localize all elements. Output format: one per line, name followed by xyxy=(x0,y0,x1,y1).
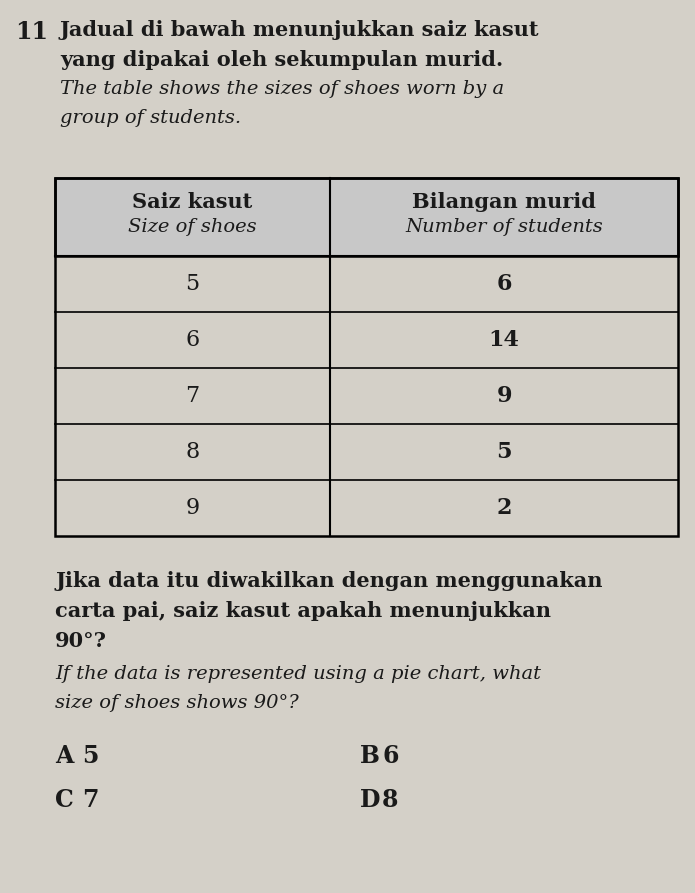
Text: 5: 5 xyxy=(186,273,199,295)
Text: If the data is represented using a pie chart, what: If the data is represented using a pie c… xyxy=(55,665,541,683)
Text: 6: 6 xyxy=(382,744,398,768)
Text: Bilangan murid: Bilangan murid xyxy=(412,192,596,212)
Text: A: A xyxy=(55,744,74,768)
Bar xyxy=(55,178,678,256)
Text: Saiz kasut: Saiz kasut xyxy=(132,192,252,212)
Text: 9: 9 xyxy=(186,497,199,519)
Text: 7: 7 xyxy=(186,385,199,407)
Text: 8: 8 xyxy=(382,788,398,812)
Text: 11: 11 xyxy=(15,20,48,44)
Bar xyxy=(55,178,678,536)
Text: 6: 6 xyxy=(186,329,199,351)
Text: 5: 5 xyxy=(496,441,512,463)
Text: Jika data itu diwakilkan dengan menggunakan: Jika data itu diwakilkan dengan mengguna… xyxy=(55,571,603,591)
Text: D: D xyxy=(360,788,380,812)
Text: The table shows the sizes of shoes worn by a: The table shows the sizes of shoes worn … xyxy=(60,80,504,98)
Text: yang dipakai oleh sekumpulan murid.: yang dipakai oleh sekumpulan murid. xyxy=(60,50,503,70)
Text: 90°?: 90°? xyxy=(55,631,107,651)
Text: Jadual di bawah menunjukkan saiz kasut: Jadual di bawah menunjukkan saiz kasut xyxy=(60,20,539,40)
Text: Number of students: Number of students xyxy=(405,218,603,236)
Text: C: C xyxy=(55,788,74,812)
Text: 7: 7 xyxy=(82,788,99,812)
Text: group of students.: group of students. xyxy=(60,109,241,127)
Text: carta pai, saiz kasut apakah menunjukkan: carta pai, saiz kasut apakah menunjukkan xyxy=(55,601,551,621)
Text: 5: 5 xyxy=(82,744,99,768)
Text: B: B xyxy=(360,744,380,768)
Text: 6: 6 xyxy=(496,273,512,295)
Text: 14: 14 xyxy=(489,329,519,351)
Text: 2: 2 xyxy=(496,497,512,519)
Text: 9: 9 xyxy=(496,385,512,407)
Text: Size of shoes: Size of shoes xyxy=(128,218,257,236)
Text: size of shoes shows 90°?: size of shoes shows 90°? xyxy=(55,694,299,712)
Text: 8: 8 xyxy=(186,441,199,463)
